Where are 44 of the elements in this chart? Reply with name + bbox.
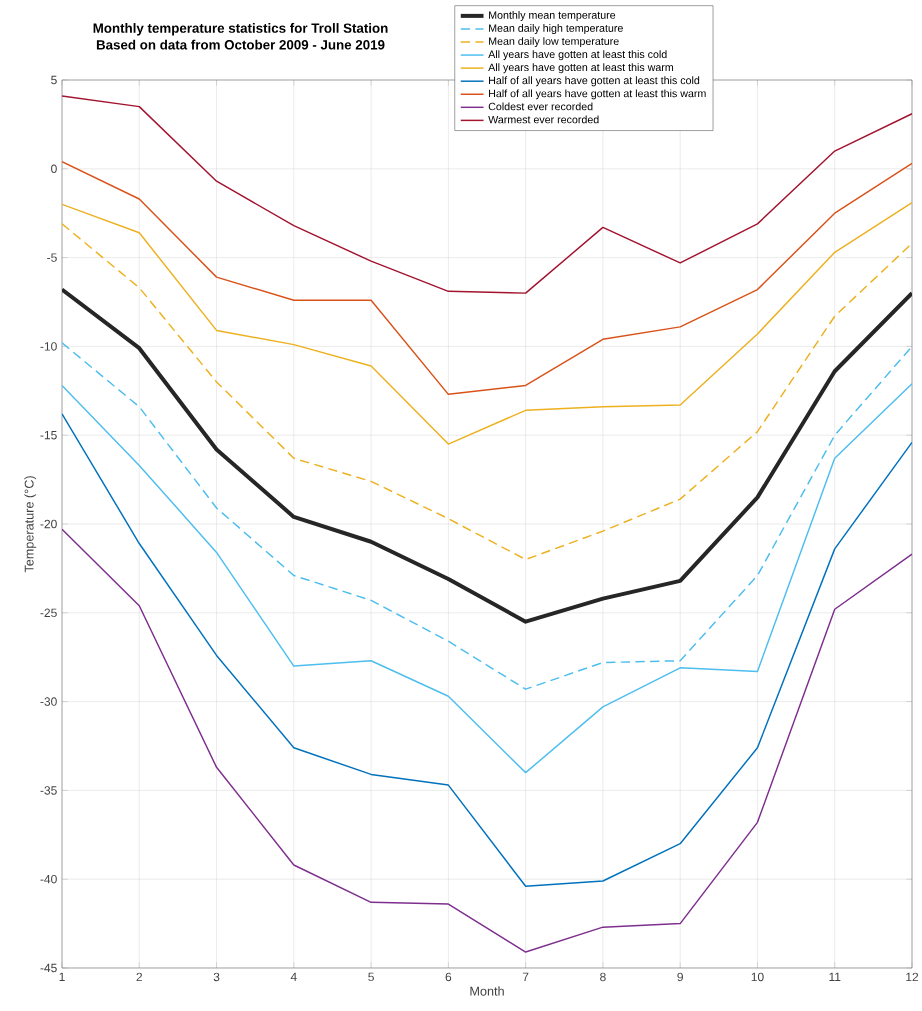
y-tick-label: -25 (40, 608, 57, 618)
chart-title: Monthly temperature statistics for Troll Station (93, 23, 388, 36)
y-axis-title: Temperature (°C) (24, 476, 37, 573)
line-series (62, 160, 913, 396)
x-axis-title: Month (470, 986, 504, 996)
line-series (62, 201, 913, 445)
legend-label: Mean daily low temperature (489, 37, 619, 48)
x-tick-label: 11 (829, 972, 841, 981)
line-series (62, 287, 913, 624)
x-tick-label: 7 (522, 972, 529, 981)
legend-label: All years have gotten at least this cold (488, 50, 667, 61)
legend-label: All years have gotten at least this warm (488, 63, 674, 74)
x-tick-label: 12 (906, 972, 919, 982)
x-tick-label: 8 (600, 972, 606, 982)
y-tick-label: -35 (40, 786, 57, 795)
legend-label: Coldest ever recorded (488, 102, 593, 111)
y-tick-label: -20 (40, 519, 57, 529)
y-tick-label: 5 (51, 75, 57, 85)
legend-label: Warmest ever recorded (488, 115, 599, 124)
line-series (62, 342, 913, 690)
legend-label: Mean daily high temperature (489, 24, 623, 35)
x-tick-label: 10 (751, 972, 764, 982)
y-tick-label: 0 (51, 164, 57, 174)
x-tick-label: 6 (445, 972, 452, 982)
x-tick-label: 1 (59, 972, 65, 981)
line-series (62, 413, 913, 888)
y-tick-label: -10 (40, 342, 57, 351)
y-tick-label: -5 (47, 253, 57, 262)
chart-subtitle: Based on data from October 2009 - June 2019 (96, 39, 385, 50)
y-tick-label: -45 (40, 963, 57, 973)
x-tick-label: 5 (368, 972, 374, 982)
line-series (62, 223, 913, 561)
line-series (62, 528, 913, 953)
y-tick-label: -30 (40, 697, 57, 706)
x-tick-label: 4 (290, 972, 297, 981)
y-tick-label: -15 (40, 431, 57, 440)
y-tick-label: -40 (40, 874, 57, 884)
x-tick-label: 2 (136, 972, 142, 982)
line-series (62, 382, 913, 774)
x-tick-label: 9 (677, 972, 683, 982)
legend-label: Half of all years have gotten at least this warm (489, 89, 706, 100)
legend-label: Monthly mean temperature (489, 11, 616, 21)
legend-label: Half of all years have gotten at least this cold (489, 76, 700, 87)
x-tick-label: 3 (213, 972, 220, 982)
